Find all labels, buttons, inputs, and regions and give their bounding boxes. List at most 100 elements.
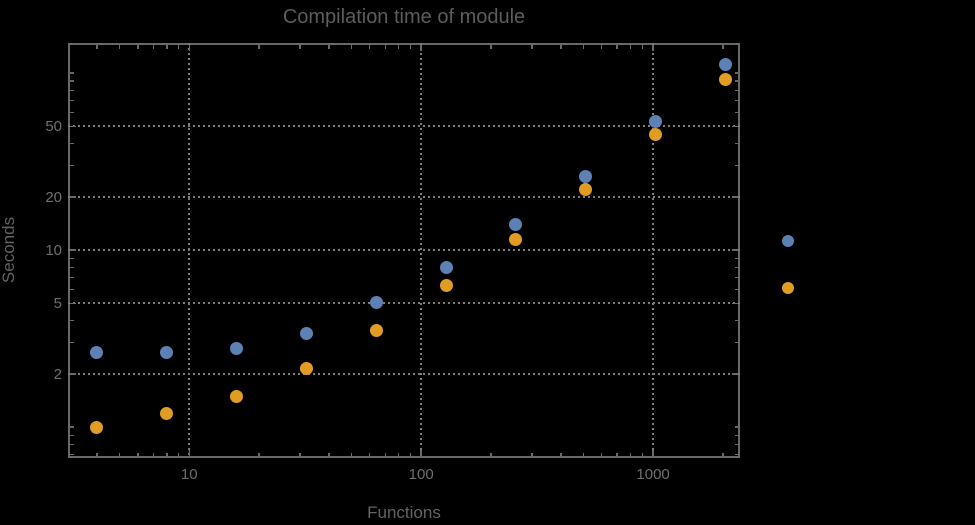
y-tick-mark xyxy=(734,80,738,82)
y-tick-label: 2 xyxy=(53,365,62,383)
y-gridline xyxy=(68,302,740,305)
x-tick-mark xyxy=(166,452,168,456)
x-tick-mark xyxy=(600,452,603,456)
x-tick-mark xyxy=(397,45,400,49)
y-tick-mark xyxy=(734,443,738,446)
x-tick-mark xyxy=(118,452,121,456)
x-tick-label: 100 xyxy=(408,466,434,483)
y-tick-mark xyxy=(734,319,738,322)
y-tick-mark xyxy=(70,373,76,375)
y-tick-mark xyxy=(70,80,74,82)
y-gridline xyxy=(68,195,740,198)
y-gridline xyxy=(68,249,740,252)
x-tick-mark xyxy=(299,45,301,49)
data-point-series-1-blue xyxy=(579,170,593,184)
x-tick-mark xyxy=(722,45,724,49)
data-point-series-2-orange xyxy=(369,324,383,338)
x-tick-mark xyxy=(490,452,492,456)
data-point-series-1-blue xyxy=(230,341,244,355)
y-tick-mark xyxy=(70,288,74,291)
x-tick-mark xyxy=(328,45,330,49)
y-tick-mark xyxy=(732,373,738,375)
y-tick-mark xyxy=(734,434,738,437)
x-tick-mark xyxy=(652,450,654,456)
x-tick-mark xyxy=(96,452,98,456)
y-tick-mark xyxy=(70,266,74,269)
x-tick-mark xyxy=(166,45,168,49)
data-point-series-1-blue xyxy=(439,260,453,274)
data-point-series-2-orange xyxy=(439,279,453,293)
x-tick-mark xyxy=(188,45,190,51)
y-tick-mark xyxy=(734,164,738,167)
y-tick-label: 50 xyxy=(45,118,62,136)
y-tick-mark xyxy=(70,72,74,74)
x-tick-mark xyxy=(409,452,412,456)
y-tick-mark xyxy=(734,257,738,260)
x-tick-mark xyxy=(616,45,618,49)
y-tick-mark xyxy=(734,111,738,114)
data-point-series-2-orange xyxy=(509,232,523,246)
y-tick-mark xyxy=(732,302,738,305)
legend-marker-series-2-orange xyxy=(782,282,794,294)
data-point-series-1-blue xyxy=(299,326,313,340)
y-tick-mark xyxy=(70,319,74,322)
data-point-series-2-orange xyxy=(718,73,732,87)
x-tick-mark xyxy=(641,452,644,456)
y-gridline xyxy=(68,372,740,375)
y-tick-mark xyxy=(734,99,738,102)
y-tick-mark xyxy=(732,125,738,128)
x-axis-label: Functions xyxy=(367,503,441,522)
y-tick-label: 5 xyxy=(53,295,62,313)
y-tick-mark xyxy=(734,453,738,456)
y-tick-mark xyxy=(734,142,738,145)
y-tick-mark xyxy=(70,302,76,305)
y-tick-mark xyxy=(734,266,738,269)
x-tick-mark xyxy=(722,452,724,456)
x-tick-mark xyxy=(152,452,155,456)
x-tick-mark xyxy=(600,45,603,49)
data-point-series-2-orange xyxy=(579,183,593,197)
data-point-series-1-blue xyxy=(509,217,523,231)
y-tick-mark xyxy=(70,125,76,128)
y-tick-mark xyxy=(734,72,738,74)
x-tick-mark xyxy=(616,452,618,456)
y-tick-mark xyxy=(70,443,74,446)
y-tick-mark xyxy=(70,257,74,260)
y-tick-mark xyxy=(70,142,74,145)
x-tick-mark xyxy=(384,45,386,49)
x-tick-mark xyxy=(350,452,353,456)
x-tick-mark xyxy=(177,452,180,456)
x-tick-mark xyxy=(152,45,155,49)
x-tick-mark xyxy=(531,45,533,49)
x-tick-mark xyxy=(96,45,98,49)
x-tick-mark xyxy=(137,452,139,456)
x-tick-mark xyxy=(258,452,260,456)
x-tick-mark xyxy=(397,452,400,456)
y-tick-mark xyxy=(70,164,74,167)
x-tick-mark xyxy=(258,45,260,49)
data-point-series-2-orange xyxy=(299,361,313,375)
legend-marker-series-1-blue xyxy=(782,235,794,247)
x-tick-mark xyxy=(328,452,330,456)
y-tick-label: 10 xyxy=(45,242,62,260)
x-tick-mark xyxy=(137,45,139,49)
x-tick-mark xyxy=(409,45,412,49)
y-tick-mark xyxy=(732,249,738,251)
x-tick-mark xyxy=(531,452,533,456)
x-tick-mark xyxy=(177,45,180,49)
y-tick-mark xyxy=(734,426,738,428)
x-tick-label: 1000 xyxy=(636,466,670,483)
y-tick-mark xyxy=(70,196,76,198)
x-tick-mark xyxy=(420,45,422,51)
x-tick-mark xyxy=(641,45,644,49)
y-gridline xyxy=(68,125,740,128)
y-tick-mark xyxy=(70,434,74,437)
x-tick-mark xyxy=(560,45,562,49)
x-tick-mark xyxy=(368,45,371,49)
x-tick-label: 10 xyxy=(180,466,198,483)
x-tick-mark xyxy=(582,452,585,456)
y-tick-mark xyxy=(734,341,738,344)
x-tick-mark xyxy=(490,45,492,49)
data-point-series-1-blue xyxy=(160,345,174,359)
data-point-series-1-blue xyxy=(90,345,104,359)
